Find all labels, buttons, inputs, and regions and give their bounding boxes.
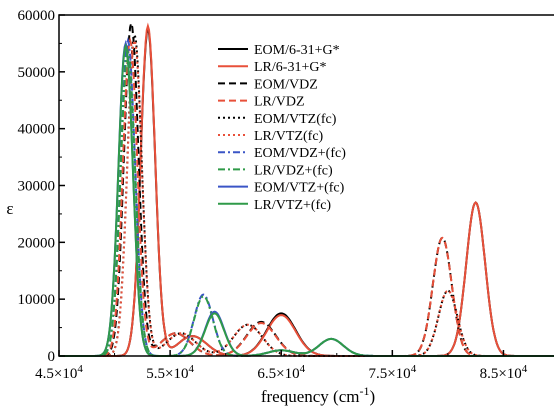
x-tick-label-2: 5.5×104 — [146, 363, 194, 382]
legend-label-6: LR/VTZ(fc) — [254, 129, 324, 144]
legend-label-1: EOM/6-31+G* — [254, 43, 340, 58]
x-axis-label-close: ) — [369, 387, 375, 406]
x-tick-label-1: 4.5×104 — [35, 363, 83, 382]
legend-label-5: EOM/VTZ(fc) — [254, 112, 337, 127]
legend: EOM/6-31+G* LR/6-31+G* EOM/VDZ LR/VDZ EOM/VT… — [218, 43, 346, 213]
legend-label-8: LR/VDZ+(fc) — [254, 163, 333, 178]
y-tick-label-5: 40000 — [18, 122, 56, 138]
legend-label-9: EOM/VTZ+(fc) — [254, 181, 345, 196]
y-tick-label-2: 10000 — [18, 292, 56, 308]
x-tick-label-base: 7.5×10 — [368, 366, 410, 382]
y-tick-label-1: 0 — [48, 349, 56, 365]
y-tick-label-4: 30000 — [18, 179, 56, 195]
x-tick-label-exponent: 4 — [522, 363, 528, 375]
x-axis-label-exponent: -1 — [359, 384, 369, 398]
x-tick-label-base: 5.5×10 — [146, 366, 188, 382]
x-axis-label-main: frequency (cm — [261, 387, 360, 406]
legend-label-7: EOM/VDZ+(fc) — [254, 146, 346, 161]
x-tick-label-exponent: 4 — [188, 363, 194, 375]
legend-label-2: LR/6-31+G* — [254, 60, 326, 75]
x-tick-label-exponent: 4 — [411, 363, 417, 375]
x-axis: 4.5×104 5.5×104 6.5×104 7.5×104 8.5×104 — [35, 350, 528, 382]
x-tick-label-base: 4.5×10 — [35, 366, 77, 382]
x-tick-label-exponent: 4 — [77, 363, 83, 375]
plot-frame — [58, 14, 554, 357]
y-tick-label-7: 60000 — [18, 8, 56, 24]
x-tick-label-exponent: 4 — [300, 363, 306, 375]
y-axis: 0 10000 20000 30000 40000 50000 60000 — [18, 8, 65, 365]
x-tick-label-4: 7.5×104 — [368, 363, 416, 382]
x-tick-label-base: 6.5×10 — [257, 366, 299, 382]
x-tick-label-base: 8.5×10 — [480, 366, 522, 382]
legend-label-3: EOM/VDZ — [254, 77, 318, 92]
y-axis-label: ε — [6, 199, 13, 218]
y-tick-label-3: 20000 — [18, 235, 56, 251]
legend-label-4: LR/VDZ — [254, 95, 305, 110]
x-tick-label-5: 8.5×104 — [480, 363, 528, 382]
legend-label-10: LR/VTZ+(fc) — [254, 198, 331, 213]
x-tick-label-3: 6.5×104 — [257, 363, 305, 382]
series-line-2 — [59, 22, 554, 357]
y-tick-label-6: 50000 — [18, 65, 56, 81]
x-axis-label: frequency (cm-1) — [261, 384, 375, 406]
